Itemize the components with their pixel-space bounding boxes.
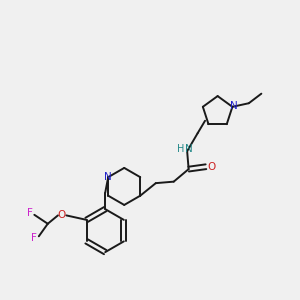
Text: F: F bbox=[31, 233, 37, 243]
Text: H: H bbox=[177, 144, 184, 154]
Text: N: N bbox=[104, 172, 112, 182]
Text: N: N bbox=[185, 144, 193, 154]
Text: F: F bbox=[27, 208, 32, 218]
Text: O: O bbox=[58, 210, 66, 220]
Text: N: N bbox=[230, 101, 238, 111]
Text: O: O bbox=[207, 162, 215, 172]
